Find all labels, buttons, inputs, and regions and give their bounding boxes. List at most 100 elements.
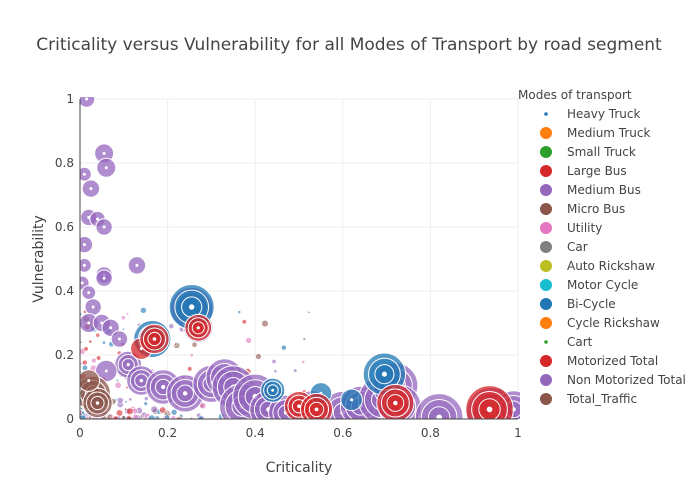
legend-label: Heavy Truck <box>567 107 640 121</box>
data-point-center <box>188 304 195 310</box>
legend-item[interactable]: Motorized Total <box>540 354 658 368</box>
data-point-center <box>104 166 108 170</box>
x-tick-label: 0.6 <box>333 426 352 440</box>
legend-item[interactable]: Motor Cycle <box>540 278 638 292</box>
legend-marker <box>540 222 552 234</box>
texture-point <box>120 315 126 321</box>
texture-point <box>122 327 126 331</box>
data-point-center <box>139 347 143 351</box>
data-point-center <box>139 378 144 383</box>
legend-label: Total_Traffic <box>566 392 637 406</box>
plot-area <box>76 91 520 419</box>
data-point-center <box>95 401 100 405</box>
data-point-center <box>91 305 95 309</box>
data-point-center <box>89 187 93 191</box>
legend-item[interactable]: Cycle Rickshaw <box>540 316 660 330</box>
texture-point <box>189 353 194 358</box>
legend-item[interactable]: Total_Traffic <box>540 392 637 406</box>
data-point-center <box>297 404 301 408</box>
legend-item[interactable]: Utility <box>540 221 602 235</box>
legend-item[interactable]: Medium Bus <box>540 183 641 197</box>
texture-point <box>273 369 278 374</box>
legend-label: Cart <box>567 335 593 349</box>
data-point-center <box>393 400 398 406</box>
data-point-center <box>486 406 493 413</box>
data-point-center <box>381 371 387 377</box>
y-tick-label: 1 <box>66 92 74 106</box>
data-point-center <box>314 407 319 412</box>
data-point-center <box>161 384 166 390</box>
legend-marker <box>540 317 552 329</box>
texture-point <box>83 346 89 352</box>
data-point-center <box>182 391 188 396</box>
y-tick-label: 0 <box>66 412 74 426</box>
legend-item[interactable]: Small Truck <box>540 145 636 159</box>
texture-point <box>293 368 298 373</box>
x-axis-title: Criticality <box>266 460 333 476</box>
legend-title: Modes of transport <box>518 88 632 102</box>
legend-item[interactable]: Micro Bus <box>540 202 625 216</box>
texture-point <box>170 415 176 419</box>
texture-point <box>301 360 306 364</box>
texture-point <box>82 359 88 366</box>
texture-point <box>140 306 147 314</box>
legend-marker <box>540 374 552 386</box>
data-point-center <box>85 97 89 101</box>
legend-item[interactable]: Non Motorized Total <box>540 373 686 387</box>
data-point-center <box>102 151 106 155</box>
series-total-traffic <box>80 369 113 419</box>
texture-point <box>261 319 269 328</box>
data-point[interactable] <box>78 91 96 108</box>
texture-point <box>144 396 149 401</box>
legend-item[interactable]: Heavy Truck <box>544 107 640 121</box>
legend-item[interactable]: Medium Truck <box>540 126 651 140</box>
data-point-center <box>117 337 121 341</box>
legend-marker <box>540 355 552 367</box>
data-point-center <box>82 243 86 247</box>
data-point-center <box>96 217 100 221</box>
data-point-center <box>436 414 443 419</box>
data-point-center <box>104 369 108 373</box>
texture-point <box>91 357 97 364</box>
legend-item[interactable]: Cart <box>544 335 593 349</box>
texture-point <box>174 342 178 346</box>
texture-point <box>116 397 124 404</box>
data-point-center <box>82 263 86 267</box>
legend-marker <box>540 279 552 291</box>
data-point[interactable] <box>76 235 94 254</box>
texture-point <box>302 337 307 341</box>
data-point-center <box>87 321 91 325</box>
y-tick-label: 0.2 <box>55 348 74 362</box>
texture-point <box>80 407 84 411</box>
legend-item[interactable]: Bi-Cycle <box>540 297 616 311</box>
legend-marker <box>540 260 552 272</box>
legend-marker <box>540 146 552 158</box>
texture-point <box>148 414 156 419</box>
x-tick-label: 0.8 <box>421 426 440 440</box>
legend-item[interactable]: Auto Rickshaw <box>540 259 655 273</box>
texture-point <box>80 414 87 419</box>
texture-point <box>115 378 119 382</box>
legend-label: Motor Cycle <box>567 278 638 292</box>
texture-point <box>125 312 130 316</box>
legend-item[interactable]: Car <box>540 240 588 254</box>
legend-label: Large Bus <box>567 164 627 178</box>
texture-point <box>280 344 287 351</box>
legend-marker <box>540 393 552 405</box>
texture-point <box>187 366 193 372</box>
chart-title: Criticality versus Vulnerability for all… <box>36 35 662 55</box>
texture-point <box>115 409 124 417</box>
texture-point <box>168 323 175 330</box>
legend: Modes of transport Heavy Truck Medium Tru… <box>518 88 686 406</box>
legend-marker <box>544 112 548 116</box>
data-point-center <box>80 281 84 285</box>
legend-marker <box>540 165 552 177</box>
legend-item[interactable]: Large Bus <box>540 164 627 178</box>
x-tick-label: 0.4 <box>246 426 265 440</box>
legend-items: Heavy Truck Medium Truck Small Truck Large … <box>540 107 686 406</box>
texture-point <box>88 339 93 344</box>
data-point-center <box>102 276 106 280</box>
data-point-center <box>135 263 139 267</box>
texture-point <box>110 415 114 419</box>
